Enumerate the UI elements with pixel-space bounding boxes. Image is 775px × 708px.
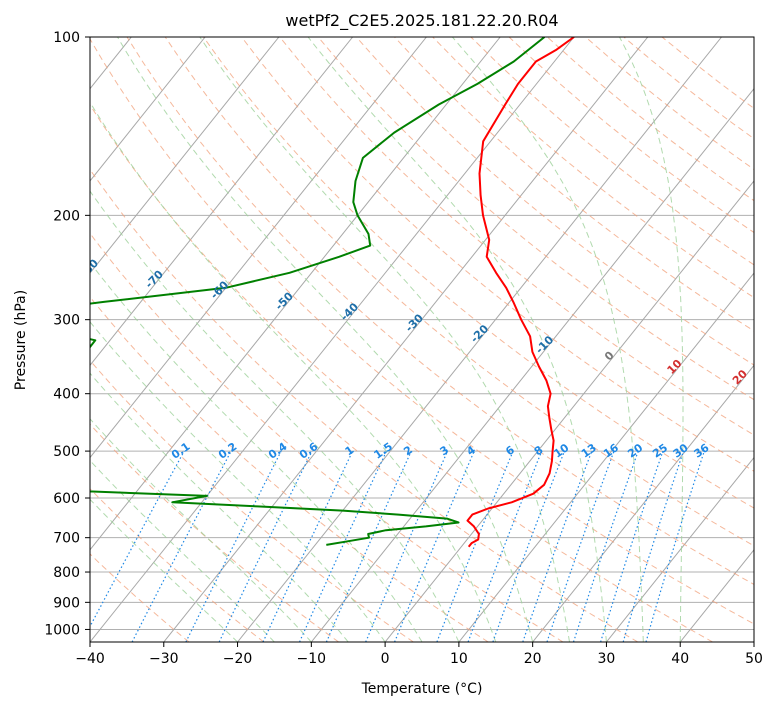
isotherm-label: -30 [403,311,426,334]
mixing-ratio-label: 10 [551,441,571,461]
moist-adiabat [0,37,238,642]
isotherm-line [0,37,279,642]
moist-adiabat [0,37,385,642]
dry-adiabats [0,37,775,642]
isotherm-line [754,37,775,642]
mixing-ratio-line [623,451,683,642]
y-ticks: 100 200 300 400 500 600 700 800 900 1000 [44,30,90,638]
mixing-ratio-line [300,451,387,642]
y-tick-label: 500 [53,444,80,460]
isotherm-label: 0 [602,349,617,364]
dry-adiabat [356,37,775,642]
dry-adiabat [433,37,775,642]
x-tick-label: 50 [745,651,763,667]
mixing-ratio-line [601,451,663,642]
temperature-profile-line [468,37,575,547]
isotherm-label: -90 [13,246,36,269]
mixing-ratio-label: 0.4 [266,440,290,462]
isotherm-line [0,37,426,642]
dry-adiabat [0,37,339,642]
plot-area: -100-90-80-70-60-50-40-30-20-10010203040… [0,37,775,642]
mixing-ratio-line [523,451,592,642]
dry-adiabat [89,37,775,642]
isotherm-line [680,37,775,642]
mixing-ratio-line [326,451,411,642]
isotherm-label: 20 [730,367,750,387]
isotherm-line [0,37,205,642]
moist-adiabat [0,37,348,642]
x-ticks: −40 −30 −20 −10 0 10 20 30 40 50 [75,642,763,667]
mixing-ratio-label: 0.2 [216,440,239,462]
isotherm-label: 10 [665,357,685,377]
x-tick-label: 10 [450,651,468,667]
dry-adiabat [395,37,775,642]
skewed-isotherms [0,37,775,642]
y-tick-label: 300 [53,313,80,329]
dry-adiabat [471,37,775,642]
dry-adiabat [127,37,775,642]
moist-adiabats [0,37,683,642]
mixing-ratio-line [468,451,542,642]
x-tick-label: −30 [149,651,179,667]
x-tick-label: 30 [598,651,616,667]
mixing-ratio-label: 20 [625,441,645,461]
mixing-ratio-label: 1.5 [372,440,395,462]
isotherm-label: -70 [143,268,166,291]
x-axis-label: Temperature (°C) [361,681,483,697]
y-tick-label: 100 [53,30,80,46]
y-tick-label: 400 [53,387,80,403]
x-tick-label: 0 [381,651,390,667]
isotherm-line [459,37,775,642]
y-tick-label: 800 [53,565,80,581]
dry-adiabat [0,37,488,642]
dewpoint-profile-line [0,37,545,545]
mixing-ratio-line [366,451,448,642]
mixing-ratio-line [646,451,704,642]
mixing-ratio-line [574,451,639,642]
mixing-ratio-line [186,451,281,642]
y-tick-label: 200 [53,208,80,224]
y-tick-label: 1000 [44,622,80,638]
mixing-ratio-label: 0.6 [297,440,321,462]
chart-title: wetPf2_C2E5.2025.181.22.20.R04 [285,11,558,31]
isotherm-label: -10 [533,333,556,356]
moist-adiabat [0,37,274,642]
x-tick-label: −10 [297,651,327,667]
mixing-ratio-line [263,451,353,642]
isotherm-line [16,37,500,642]
y-tick-label: 600 [53,491,80,507]
dry-adiabat [586,37,775,642]
isotherm-label: -60 [208,278,231,301]
mixing-ratio-line [437,451,513,642]
moist-adiabat [0,37,422,642]
x-tick-label: −20 [223,651,253,667]
dry-adiabat [203,37,775,642]
x-tick-label: 40 [671,651,689,667]
mixing-ratio-label: 13 [579,441,599,460]
isotherm-line [606,37,775,642]
mixing-ratio-label: 25 [650,441,670,460]
x-tick-label: −40 [75,651,105,667]
isotherm-label: -50 [273,289,296,312]
mixing-ratio-line [82,451,184,642]
y-tick-label: 700 [53,531,80,547]
isotherm-line [90,37,574,642]
y-tick-label: 900 [53,595,80,611]
moist-adiabat [53,37,495,642]
isotherm-label: -20 [468,322,491,345]
mixing-ratio-label: 0.1 [169,440,192,462]
x-tick-label: 20 [524,651,542,667]
mixing-ratio-line [219,451,312,642]
dry-adiabat [51,37,713,642]
y-axis-label: Pressure (hPa) [13,290,29,390]
mixing-ratio-label: 16 [601,441,621,461]
mixing-ratio-label: 30 [671,441,691,461]
mixing-ratio-label: 36 [691,441,711,461]
